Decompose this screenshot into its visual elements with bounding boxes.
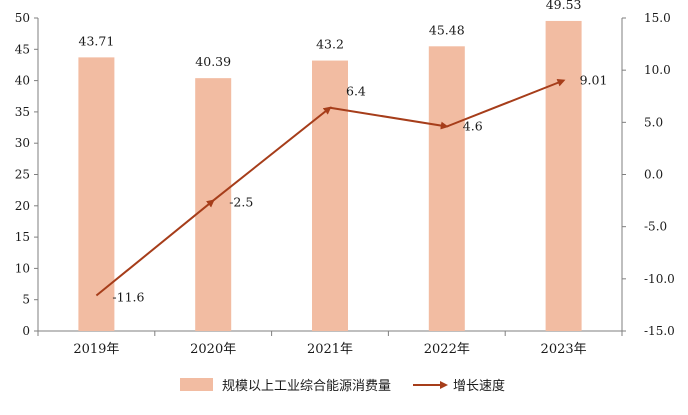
right-y-tick-label: 10.0 <box>644 63 671 77</box>
left-y-tick-label: 50 <box>15 11 30 25</box>
bar-value-label: 40.39 <box>195 54 231 69</box>
bar-value-label: 43.2 <box>316 37 344 52</box>
legend-bar-swatch <box>180 378 213 391</box>
left-y-tick-label: 5 <box>22 293 30 307</box>
left-y-tick-label: 15 <box>15 230 30 244</box>
bar-value-label: 49.53 <box>546 0 582 12</box>
line-value-label: 4.6 <box>463 119 483 134</box>
bar-energy-consumption <box>312 60 348 332</box>
left-y-tick-label: 40 <box>15 74 30 88</box>
growth-line-segment <box>329 106 449 130</box>
x-category-label: 2021年 <box>307 342 353 357</box>
bar-energy-consumption <box>195 78 232 331</box>
growth-line-segment <box>95 199 215 297</box>
left-y-tick-label: 30 <box>15 136 30 150</box>
growth-line-segment <box>212 106 332 202</box>
right-y-tick-label: 5.0 <box>644 115 663 129</box>
legend-bar-label: 规模以上工业综合能源消费量 <box>222 379 391 394</box>
x-category-label: 2019年 <box>73 342 119 357</box>
bar-value-label: 45.48 <box>429 22 465 37</box>
line-value-label: 9.01 <box>580 72 608 87</box>
left-y-tick-label: 25 <box>15 168 30 182</box>
right-y-tick-label: -10.0 <box>644 272 675 286</box>
x-category-label: 2022年 <box>424 342 470 357</box>
left-y-tick-label: 45 <box>15 42 30 56</box>
left-y-tick-label: 20 <box>15 199 30 213</box>
left-y-tick-label: 0 <box>22 324 30 338</box>
right-y-tick-label: -15.0 <box>644 324 675 338</box>
right-y-tick-label: -5.0 <box>644 220 667 234</box>
bar-energy-consumption <box>428 46 465 332</box>
line-value-label: -11.6 <box>112 290 144 305</box>
legend-line-label: 增长速度 <box>453 378 505 394</box>
x-category-label: 2023年 <box>541 342 587 357</box>
growth-line-segment <box>446 78 566 128</box>
right-y-tick-label: 15.0 <box>644 11 671 25</box>
left-y-tick-label: 10 <box>15 261 30 275</box>
bar-value-label: 43.71 <box>79 33 115 48</box>
x-category-label: 2020年 <box>190 342 236 357</box>
right-y-tick-label: 0.0 <box>644 168 663 182</box>
line-value-label: -2.5 <box>229 195 253 210</box>
bar-energy-consumption <box>78 57 115 332</box>
bar-energy-consumption <box>545 20 582 331</box>
left-y-tick-label: 35 <box>15 105 30 119</box>
line-value-label: 6.4 <box>346 84 366 99</box>
